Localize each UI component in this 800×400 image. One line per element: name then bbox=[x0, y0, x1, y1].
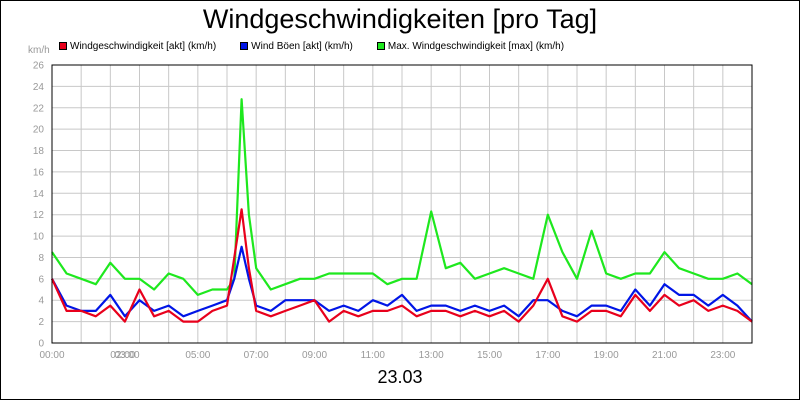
x-tick-label: 19:00 bbox=[594, 350, 619, 361]
y-tick-label: 0 bbox=[38, 339, 44, 350]
legend-item-boeen: Wind Böen [akt] (km/h) bbox=[240, 41, 353, 52]
legend-swatch-boeen bbox=[240, 42, 249, 50]
y-tick-label: 4 bbox=[38, 296, 44, 307]
y-tick-label: 24 bbox=[33, 82, 45, 93]
legend-swatch-akt bbox=[59, 42, 67, 50]
y-tick-label: 10 bbox=[33, 232, 45, 243]
date-label: 23.03 bbox=[377, 367, 423, 387]
legend-item-akt: Windgeschwindigkeit [akt] (km/h) bbox=[59, 41, 216, 52]
x-tick-label: 17:00 bbox=[535, 350, 560, 361]
y-tick-label: 18 bbox=[33, 146, 45, 157]
legend-item-max: Max. Windgeschwindigkeit [max] (km/h) bbox=[376, 40, 565, 52]
x-tick-label: 23:00 bbox=[710, 350, 735, 361]
legend-label-akt: Windgeschwindigkeit [akt] (km/h) bbox=[70, 40, 217, 52]
x-tick-label: 11:00 bbox=[361, 350, 386, 361]
x-tick-label: 07:00 bbox=[244, 350, 269, 361]
y-tick-label: 16 bbox=[33, 167, 45, 178]
y-tick-label: 12 bbox=[33, 210, 45, 221]
legend-swatch-max bbox=[376, 42, 385, 50]
x-tick-label: 21:00 bbox=[652, 350, 677, 361]
x-tick-label: 13:00 bbox=[419, 350, 444, 361]
y-tick-label: 6 bbox=[38, 274, 44, 285]
series-line-2 bbox=[51, 98, 753, 296]
x-tick-label: 02:00 bbox=[110, 350, 135, 361]
y-tick-label: 26 bbox=[33, 61, 45, 72]
series-line-1 bbox=[51, 245, 753, 323]
y-tick-label: 8 bbox=[38, 253, 44, 264]
x-tick-label: 09:00 bbox=[302, 350, 327, 361]
x-tick-label: 00:00 bbox=[39, 350, 64, 361]
y-tick-label: 22 bbox=[33, 103, 45, 114]
y-axis-unit-label: km/h bbox=[28, 45, 50, 56]
legend-label-boeen: Wind Böen [akt] (km/h) bbox=[251, 40, 353, 52]
plot-border bbox=[51, 64, 753, 344]
x-tick-label: 15:00 bbox=[477, 350, 502, 361]
chart-title: Windgeschwindigkeiten [pro Tag] bbox=[202, 4, 598, 34]
x-tick-label: 03:00 bbox=[115, 350, 140, 361]
x-tick-label: 05:00 bbox=[185, 350, 210, 361]
y-tick-label: 2 bbox=[38, 317, 44, 328]
y-tick-label: 20 bbox=[33, 125, 45, 136]
legend-label-max: Max. Windgeschwindigkeit [max] (km/h) bbox=[387, 40, 565, 52]
series-layer bbox=[50, 98, 753, 323]
legend: Windgeschwindigkeit [akt] (km/h) Wind Bö… bbox=[59, 39, 588, 53]
series-line-0 bbox=[50, 208, 753, 323]
y-tick-label: 14 bbox=[33, 189, 45, 200]
